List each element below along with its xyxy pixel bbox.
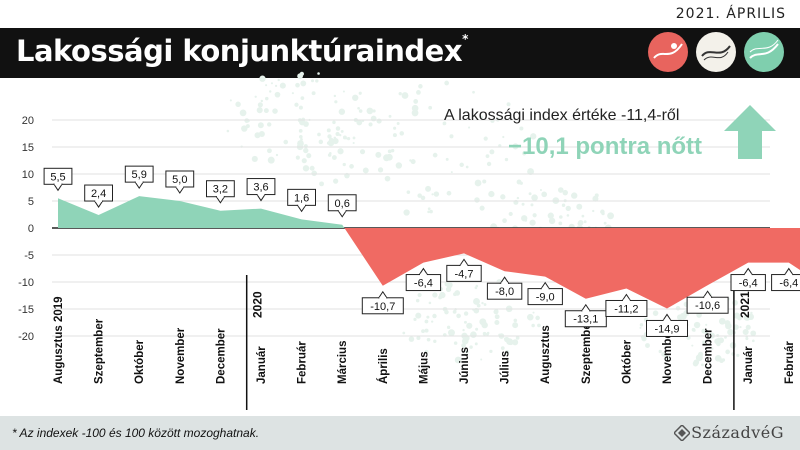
x-category-label: December bbox=[215, 328, 227, 384]
trend-down-badge-icon bbox=[648, 32, 688, 72]
svg-text:-6,4: -6,4 bbox=[414, 278, 433, 290]
logo-icon bbox=[674, 425, 690, 441]
svg-text:-9,0: -9,0 bbox=[536, 292, 555, 304]
x-category-label: Június bbox=[459, 347, 471, 384]
data-label: -6,4 bbox=[730, 267, 766, 292]
title-asterisk: * bbox=[462, 32, 468, 46]
x-category-label: December bbox=[703, 328, 715, 384]
data-label: 1,6 bbox=[287, 188, 317, 213]
data-label: -10,6 bbox=[686, 290, 729, 314]
y-tick-label: 15 bbox=[22, 142, 34, 154]
y-tick-label: -10 bbox=[18, 277, 34, 289]
footnote: * Az indexek -100 és 100 között mozoghat… bbox=[12, 426, 260, 440]
x-category-label: Február bbox=[784, 341, 796, 384]
x-category-label: November bbox=[662, 327, 674, 384]
svg-text:3,2: 3,2 bbox=[213, 184, 228, 196]
x-category-label: Augusztus bbox=[540, 325, 552, 384]
y-tick-label: 20 bbox=[22, 115, 34, 127]
data-label: 5,5 bbox=[43, 167, 73, 192]
data-label: -8,0 bbox=[486, 276, 523, 300]
title-bar: Lakossági konjunktúraindex* bbox=[0, 28, 800, 78]
svg-text:5,5: 5,5 bbox=[50, 171, 65, 183]
data-label: 5,0 bbox=[165, 170, 195, 194]
x-category-label: Augusztus 2019 bbox=[53, 296, 65, 384]
x-category-label: Január bbox=[743, 346, 755, 384]
data-label: 3,6 bbox=[246, 178, 276, 202]
year-marker-label: 2021 bbox=[738, 291, 752, 318]
annotation-highlight: −10,1 pontra nőtt bbox=[508, 133, 703, 160]
svg-text:-10,7: -10,7 bbox=[370, 301, 395, 313]
x-category-label: November bbox=[175, 327, 187, 384]
annotation-text: A lakossági index értéke -11,4-ről bbox=[444, 107, 680, 124]
negative-area bbox=[344, 228, 800, 309]
positive-area bbox=[58, 196, 345, 228]
trend-flat-badge-icon bbox=[696, 32, 736, 72]
svg-text:-4,7: -4,7 bbox=[455, 268, 474, 280]
x-category-label: Január bbox=[256, 346, 268, 384]
data-label: 3,2 bbox=[206, 180, 235, 204]
y-tick-label: -5 bbox=[24, 250, 34, 262]
svg-text:-11,2: -11,2 bbox=[614, 303, 638, 315]
footer: * Az indexek -100 és 100 között mozoghat… bbox=[0, 416, 800, 450]
data-label: 5,9 bbox=[124, 165, 154, 190]
y-tick-label: 5 bbox=[28, 196, 34, 208]
data-label: -4,7 bbox=[446, 258, 482, 282]
year-marker-label: 2020 bbox=[251, 291, 265, 318]
data-label: -10,7 bbox=[361, 290, 404, 315]
data-label: 2,4 bbox=[84, 184, 113, 208]
page-title: Lakossági konjunktúraindex* bbox=[16, 32, 468, 68]
x-category-label: Február bbox=[297, 341, 309, 384]
svg-text:1,6: 1,6 bbox=[294, 192, 309, 204]
y-tick-label: 10 bbox=[22, 169, 34, 181]
svg-text:2,4: 2,4 bbox=[91, 188, 106, 200]
x-category-label: Október bbox=[134, 339, 146, 384]
data-label: -9,0 bbox=[527, 281, 563, 306]
svg-text:-6,4: -6,4 bbox=[779, 278, 798, 290]
data-label: -14,9 bbox=[646, 313, 688, 337]
svg-text:5,9: 5,9 bbox=[132, 169, 147, 181]
x-category-label: Október bbox=[621, 339, 633, 384]
x-category-label: Szeptember bbox=[581, 318, 593, 384]
data-label: 0,6 bbox=[327, 194, 357, 218]
data-label: -6,4 bbox=[771, 267, 800, 292]
x-category-label: Július bbox=[500, 351, 512, 384]
svg-text:-14,9: -14,9 bbox=[654, 323, 679, 335]
up-arrow-icon bbox=[724, 105, 776, 159]
trend-up-badge-icon bbox=[744, 32, 784, 72]
svg-text:0,6: 0,6 bbox=[335, 198, 350, 210]
data-label: -11,2 bbox=[605, 293, 648, 317]
report-date: 2021. ÁPRILIS bbox=[675, 6, 786, 22]
brand-logo: SzázadvéG bbox=[691, 423, 784, 442]
svg-text:-13,1: -13,1 bbox=[573, 314, 598, 326]
y-tick-label: -20 bbox=[18, 331, 34, 343]
svg-text:5,0: 5,0 bbox=[172, 174, 187, 186]
svg-text:-6,4: -6,4 bbox=[739, 278, 758, 290]
x-category-label: Április bbox=[377, 348, 390, 384]
data-label: -13,1 bbox=[564, 303, 607, 328]
svg-text:3,6: 3,6 bbox=[253, 182, 268, 194]
x-category-label: Május bbox=[418, 351, 430, 384]
x-category-label: Március bbox=[337, 341, 349, 384]
data-label: -6,4 bbox=[405, 267, 442, 292]
svg-text:-8,0: -8,0 bbox=[495, 286, 514, 298]
x-category-label: Szeptember bbox=[94, 318, 106, 384]
y-tick-label: -15 bbox=[18, 304, 34, 316]
y-tick-label: 0 bbox=[28, 223, 34, 235]
svg-text:-10,6: -10,6 bbox=[695, 300, 720, 312]
